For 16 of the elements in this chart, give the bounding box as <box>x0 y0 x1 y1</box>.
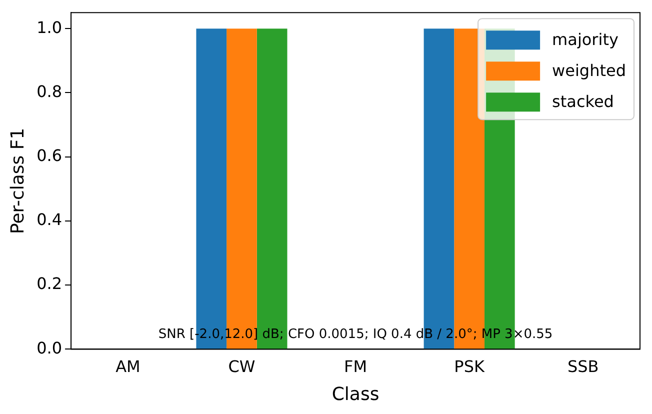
y-tick-label: 0.6 <box>36 146 62 166</box>
x-axis-title: Class <box>332 384 380 405</box>
legend-label: majority <box>552 30 618 49</box>
y-tick-label: 0.2 <box>36 274 62 294</box>
y-tick-label: 0.8 <box>36 82 62 101</box>
y-tick-label: 1.0 <box>36 18 62 37</box>
legend-label: stacked <box>552 92 614 111</box>
x-tick-label: CW <box>228 356 256 376</box>
y-axis-title: Per-class F1 <box>7 128 28 234</box>
x-tick-label: AM <box>116 356 140 376</box>
y-tick-label: 0.4 <box>36 210 62 230</box>
y-tick-label: 0.0 <box>36 338 62 358</box>
x-tick-label: FM <box>344 356 368 376</box>
x-tick-label: SSB <box>567 356 599 376</box>
x-tick-label: PSK <box>454 356 485 376</box>
legend-label: weighted <box>552 60 626 80</box>
